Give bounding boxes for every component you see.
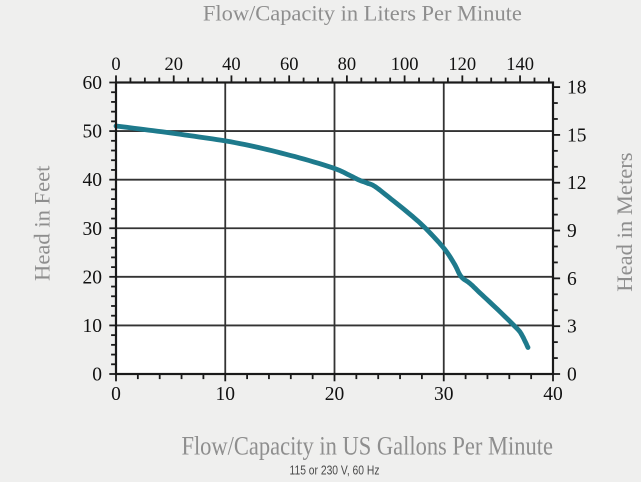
svg-text:50: 50 bbox=[83, 122, 103, 143]
svg-text:140: 140 bbox=[506, 55, 534, 75]
svg-text:6: 6 bbox=[567, 269, 577, 290]
svg-text:115 or 230 V, 60 Hz: 115 or 230 V, 60 Hz bbox=[290, 462, 380, 477]
svg-text:80: 80 bbox=[338, 55, 357, 75]
svg-text:40: 40 bbox=[83, 170, 103, 191]
svg-text:18: 18 bbox=[567, 78, 587, 99]
svg-text:0: 0 bbox=[111, 384, 121, 405]
svg-text:20: 20 bbox=[83, 267, 103, 288]
svg-text:3: 3 bbox=[567, 317, 577, 338]
svg-text:30: 30 bbox=[83, 219, 103, 240]
svg-text:Head in Meters: Head in Meters bbox=[612, 152, 637, 291]
svg-text:10: 10 bbox=[83, 316, 103, 337]
svg-text:100: 100 bbox=[391, 55, 419, 75]
svg-text:Head in Feet: Head in Feet bbox=[29, 165, 54, 281]
svg-text:Flow/Capacity in US Gallons Pe: Flow/Capacity in US Gallons Per Minute bbox=[181, 432, 553, 461]
svg-text:60: 60 bbox=[280, 55, 299, 75]
svg-text:20: 20 bbox=[164, 55, 183, 75]
svg-text:20: 20 bbox=[325, 384, 345, 405]
svg-text:0: 0 bbox=[567, 365, 577, 386]
svg-text:10: 10 bbox=[215, 384, 235, 405]
svg-text:120: 120 bbox=[448, 55, 476, 75]
svg-text:30: 30 bbox=[434, 384, 454, 405]
svg-text:0: 0 bbox=[111, 55, 120, 75]
svg-text:12: 12 bbox=[567, 173, 587, 194]
svg-text:40: 40 bbox=[222, 55, 241, 75]
svg-text:9: 9 bbox=[567, 221, 577, 242]
svg-text:0: 0 bbox=[92, 365, 102, 386]
svg-text:40: 40 bbox=[543, 384, 563, 405]
svg-text:60: 60 bbox=[83, 73, 103, 94]
svg-text:Flow/Capacity in Liters Per Mi: Flow/Capacity in Liters Per Minute bbox=[203, 0, 522, 25]
svg-text:15: 15 bbox=[567, 125, 587, 146]
